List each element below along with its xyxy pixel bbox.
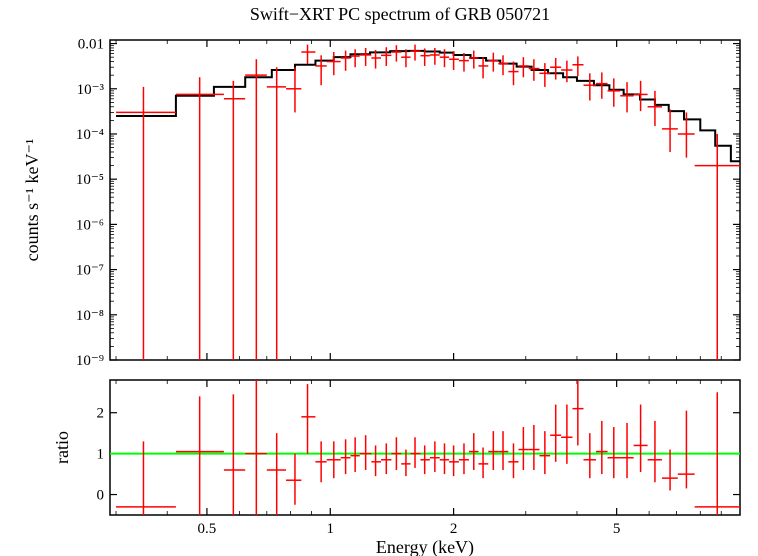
ytick-label: 10⁻⁸ <box>76 308 104 324</box>
ytick-label: 10⁻⁵ <box>76 172 104 188</box>
ytick-label: 10⁻³ <box>77 82 105 98</box>
ytick-label: 0.01 <box>78 37 104 53</box>
ytick-label: 2 <box>97 406 105 422</box>
ytick-label: 10⁻⁶ <box>76 217 104 233</box>
xlabel: Energy (keV) <box>376 537 474 556</box>
model-line <box>116 51 740 161</box>
xtick-label: 5 <box>613 521 621 537</box>
ytick-label: 0 <box>97 488 105 504</box>
ytick-label: 10⁻⁹ <box>76 353 104 369</box>
xtick-label: 1 <box>327 521 335 537</box>
ratio-data-group <box>110 380 740 515</box>
plot-title: Swift−XRT PC spectrum of GRB 050721 <box>250 4 550 24</box>
ytick-label: 1 <box>97 447 105 463</box>
spectrum-data-group <box>116 45 740 360</box>
ytick-label: 10⁻⁷ <box>76 263 104 279</box>
xtick-label: 2 <box>450 521 458 537</box>
ratio-ylabel: ratio <box>52 431 72 464</box>
spectrum-ylabel: counts s⁻¹ keV⁻¹ <box>22 139 42 262</box>
spectrum-frame <box>110 40 740 360</box>
xtick-label: 0.5 <box>198 521 217 537</box>
ytick-label: 10⁻⁴ <box>76 127 104 143</box>
